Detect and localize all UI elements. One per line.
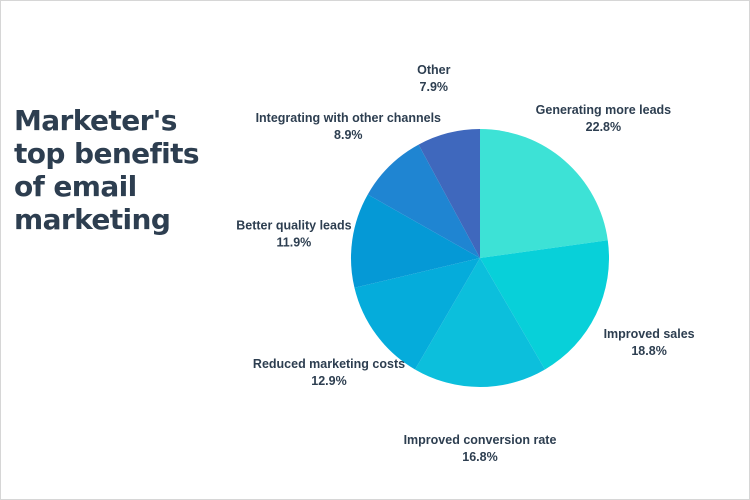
- slice-percent-label: 16.8%: [462, 450, 497, 464]
- pie-slice-generating-more-leads: [480, 129, 608, 258]
- chart-title: Marketer's top benefits of email marketi…: [14, 104, 214, 236]
- slice-percent-label: 7.9%: [420, 80, 449, 94]
- slice-label-reduced-marketing-costs: Reduced marketing costs 12.9%: [253, 357, 405, 388]
- pie-slice-reduced-marketing-costs: [354, 258, 480, 370]
- slice-label-integrating-with-other-channels: Integrating with other channels 8.9%: [256, 111, 441, 142]
- pie-slice-improved-sales: [480, 240, 610, 370]
- slice-percent-label: 11.9%: [277, 236, 312, 250]
- slice-name-label: Other: [417, 63, 450, 77]
- slice-label-better-quality-leads: Better quality leads 11.9%: [236, 219, 351, 250]
- chart-title-line-1: Marketer's: [14, 104, 177, 137]
- slice-label-improved-conversion-rate: Improved conversion rate 16.8%: [404, 433, 557, 464]
- pie-slice-other: [418, 129, 480, 258]
- slice-percent-label: 18.8%: [631, 344, 666, 358]
- slice-name-label: Reduced marketing costs: [253, 357, 405, 371]
- slice-name-label: Improved sales: [604, 327, 695, 341]
- slice-name-label: Improved conversion rate: [404, 433, 557, 447]
- slice-label-improved-sales: Improved sales 18.8%: [604, 327, 695, 358]
- pie-slice-improved-conversion-rate: [415, 258, 545, 388]
- pie-slice-better-quality-leads: [351, 194, 480, 288]
- slice-name-label: Generating more leads: [536, 103, 672, 117]
- slice-name-label: Better quality leads: [236, 219, 351, 233]
- slice-percent-label: 12.9%: [311, 374, 346, 388]
- slice-percent-label: 22.8%: [586, 120, 621, 134]
- slice-label-other: Other 7.9%: [417, 63, 450, 94]
- slice-percent-label: 8.9%: [334, 128, 363, 142]
- chart-title-line-3: of email: [14, 170, 137, 203]
- chart-title-line-2: top benefits: [14, 137, 200, 170]
- chart-title-line-4: marketing: [14, 203, 171, 236]
- slice-name-label: Integrating with other channels: [256, 111, 441, 125]
- slice-label-generating-more-leads: Generating more leads 22.8%: [536, 103, 672, 134]
- pie-slice-integrating-with-other-channels: [367, 144, 480, 258]
